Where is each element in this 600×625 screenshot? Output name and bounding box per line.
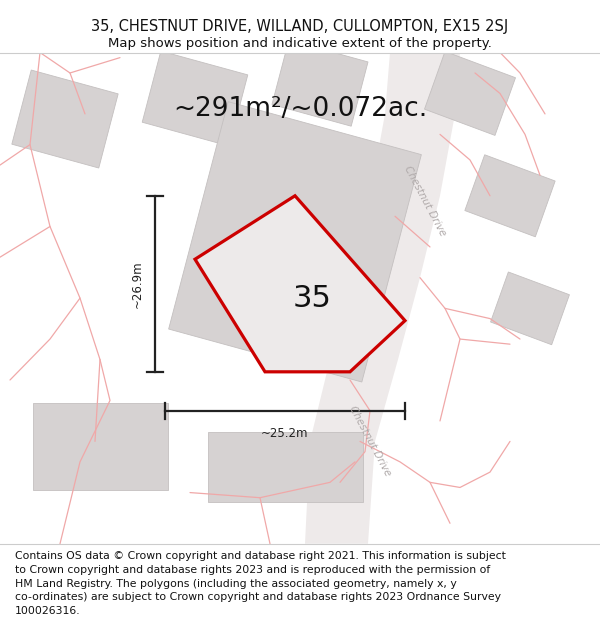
- Polygon shape: [491, 272, 569, 345]
- Polygon shape: [169, 102, 421, 382]
- Text: Chestnut Drive: Chestnut Drive: [347, 404, 393, 478]
- Text: co-ordinates) are subject to Crown copyright and database rights 2023 Ordnance S: co-ordinates) are subject to Crown copyr…: [15, 592, 501, 602]
- Polygon shape: [32, 403, 167, 490]
- Text: HM Land Registry. The polygons (including the associated geometry, namely x, y: HM Land Registry. The polygons (includin…: [15, 579, 457, 589]
- Polygon shape: [195, 196, 405, 372]
- Text: ~26.9m: ~26.9m: [131, 260, 143, 308]
- Polygon shape: [425, 51, 515, 136]
- Polygon shape: [208, 432, 362, 502]
- Polygon shape: [465, 155, 555, 237]
- Text: 100026316.: 100026316.: [15, 606, 80, 616]
- Text: Map shows position and indicative extent of the property.: Map shows position and indicative extent…: [108, 38, 492, 50]
- Text: ~25.2m: ~25.2m: [261, 427, 309, 440]
- Text: 35: 35: [293, 284, 331, 313]
- Text: to Crown copyright and database rights 2023 and is reproduced with the permissio: to Crown copyright and database rights 2…: [15, 565, 490, 575]
- Polygon shape: [305, 52, 460, 544]
- Text: Contains OS data © Crown copyright and database right 2021. This information is : Contains OS data © Crown copyright and d…: [15, 551, 506, 561]
- Polygon shape: [142, 51, 248, 146]
- Polygon shape: [272, 40, 368, 126]
- Text: ~291m²/~0.072ac.: ~291m²/~0.072ac.: [173, 96, 427, 122]
- Text: Chestnut Drive: Chestnut Drive: [402, 164, 448, 238]
- Text: 35, CHESTNUT DRIVE, WILLAND, CULLOMPTON, EX15 2SJ: 35, CHESTNUT DRIVE, WILLAND, CULLOMPTON,…: [91, 19, 509, 34]
- Polygon shape: [12, 70, 118, 168]
